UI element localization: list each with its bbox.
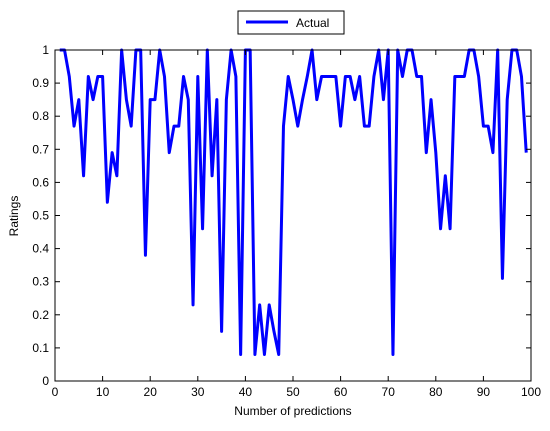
x-tick-label: 0 [52, 385, 59, 399]
x-tick-label: 70 [382, 385, 396, 399]
y-tick-label: 0.2 [32, 308, 49, 322]
legend: Actual [237, 10, 345, 35]
y-tick-label: 1 [42, 43, 49, 57]
x-tick-label: 40 [239, 385, 253, 399]
y-tick-label: 0.9 [32, 76, 49, 90]
y-tick-label: 0.4 [32, 242, 49, 256]
x-tick-label: 20 [144, 385, 158, 399]
y-axis: 0 0.1 0.2 0.3 0.4 0.5 0.6 0.7 0.8 0.9 1 [32, 43, 531, 388]
legend-label: Actual [296, 16, 329, 30]
x-tick-label: 50 [286, 385, 300, 399]
y-tick-label: 0.3 [32, 275, 49, 289]
x-axis-title: Number of predictions [234, 404, 351, 418]
x-tick-label: 30 [191, 385, 205, 399]
x-tick-label: 100 [521, 385, 541, 399]
y-tick-label: 0 [42, 374, 49, 388]
y-tick-label: 0.7 [32, 142, 49, 156]
x-tick-label: 80 [429, 385, 443, 399]
y-tick-label: 0.6 [32, 175, 49, 189]
x-tick-label: 90 [477, 385, 491, 399]
x-tick-label: 10 [96, 385, 110, 399]
y-tick-label: 0.8 [32, 109, 49, 123]
legend-box [237, 10, 345, 35]
y-tick-label: 0.1 [32, 341, 49, 355]
x-axis: 0 10 20 30 40 50 60 70 80 90 100 [52, 50, 541, 399]
y-axis-title: Ratings [7, 196, 21, 237]
y-tick-label: 0.5 [32, 209, 49, 223]
x-tick-label: 60 [334, 385, 348, 399]
